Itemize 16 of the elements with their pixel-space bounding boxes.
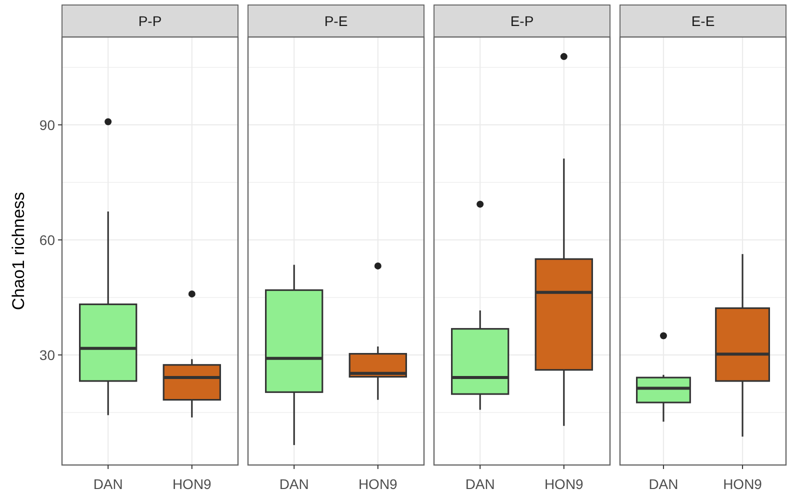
y-axis-title: Chao1 richness xyxy=(9,192,28,310)
chart-title: P-P xyxy=(138,13,162,29)
x-tick-label: DAN xyxy=(279,476,309,492)
y-tick-label: 60 xyxy=(39,232,56,248)
y-tick-label: 90 xyxy=(39,116,56,133)
y-tick-label: 30 xyxy=(39,346,56,363)
x-tick-label: DAN xyxy=(648,476,678,492)
chart-title: E-P xyxy=(510,13,534,29)
x-tick-label: HON9 xyxy=(544,476,584,492)
x-tick-label: HON9 xyxy=(172,476,212,492)
x-tick-label: HON9 xyxy=(723,476,762,492)
x-tick-label: DAN xyxy=(465,476,495,492)
x-tick-label: DAN xyxy=(93,476,123,492)
chart-title: P-E xyxy=(324,13,348,29)
x-tick-label: HON9 xyxy=(358,476,398,492)
chart-title: E-E xyxy=(691,13,715,29)
